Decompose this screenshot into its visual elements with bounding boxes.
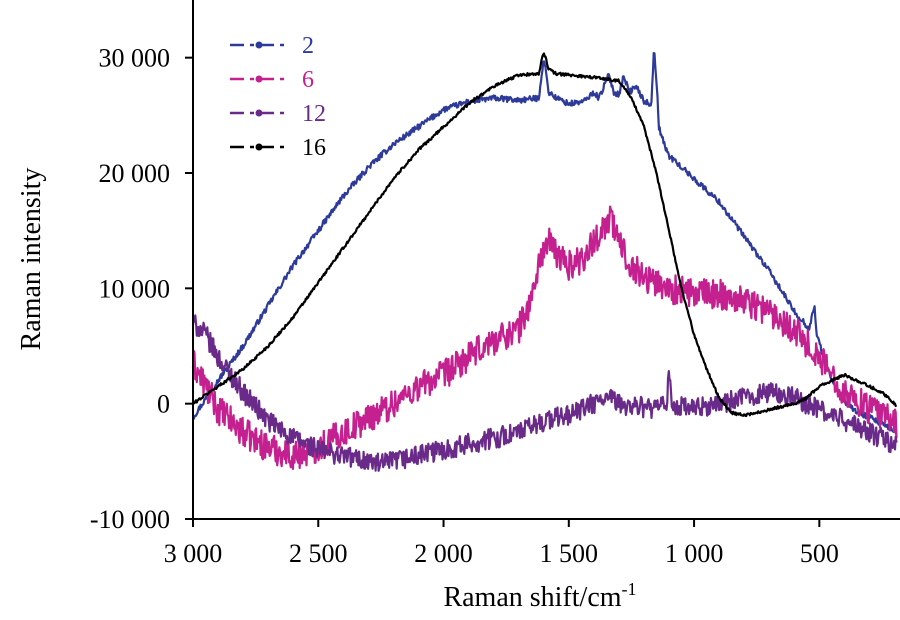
legend-item-12: 12: [230, 101, 326, 127]
legend-item-6: 6: [230, 67, 314, 93]
x-tick-label: 1 500: [540, 539, 599, 568]
legend-swatch-marker: [255, 143, 263, 151]
x-axis-label-superscript: -1: [622, 579, 637, 599]
legend-item-2: 2: [230, 33, 314, 59]
x-tick-label: 500: [800, 539, 839, 568]
legend-label: 12: [302, 101, 326, 127]
legend-swatch-marker: [255, 109, 263, 117]
legend-item-16: 16: [230, 135, 326, 161]
legend-label: 2: [302, 33, 314, 59]
y-tick-label: -10 000: [90, 505, 170, 534]
series-line-2: [192, 51, 898, 436]
x-tick-label: 2 000: [414, 539, 473, 568]
y-tick-label: 10 000: [99, 274, 171, 303]
y-tick-label: 0: [157, 390, 170, 419]
y-tick-label: 20 000: [99, 159, 171, 188]
series-line-16: [192, 52, 898, 418]
legend-label: 16: [302, 135, 326, 161]
series-line-12: [191, 314, 898, 472]
x-axis-label: Raman shift/cm-1: [443, 579, 636, 613]
legend-swatch-marker: [255, 75, 263, 83]
y-axis-label: Raman intensity: [16, 168, 47, 351]
x-tick-label: 1 000: [665, 539, 724, 568]
series-line-6: [191, 205, 898, 470]
y-tick-label: 30 000: [99, 44, 171, 73]
legend: 2 6 12 16: [230, 33, 326, 161]
x-axis-label-main: Raman shift/cm: [443, 582, 621, 613]
legend-label: 6: [302, 67, 314, 93]
x-tick-label: 3 000: [164, 539, 223, 568]
x-tick-label: 2 500: [289, 539, 348, 568]
legend-swatch-marker: [255, 41, 263, 49]
plot-lines: [191, 51, 898, 472]
ticks: 3 000 2 500 2 000 1 500 1 000 500 30 000 20 000…: [90, 44, 839, 568]
